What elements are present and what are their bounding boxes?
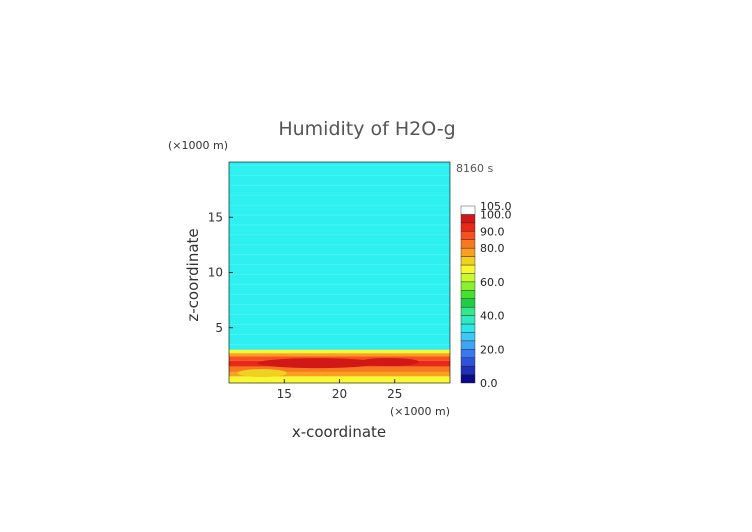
humidity-lower-patch <box>237 369 288 378</box>
colorbar-swatch <box>460 315 476 325</box>
y-tick-label: 10 <box>208 266 223 280</box>
colorbar-swatch <box>460 332 476 342</box>
x-tick-label: 15 <box>277 387 292 401</box>
y-unit-label: (×1000 m) <box>168 139 228 152</box>
colorbar-swatch <box>460 256 476 266</box>
x-tick-label: 20 <box>332 387 347 401</box>
x-tick-label: 25 <box>387 387 402 401</box>
colorbar-swatch <box>460 281 476 291</box>
colorbar-swatch <box>460 247 476 257</box>
x-unit-label: (×1000 m) <box>390 405 450 418</box>
colorbar-label: 80.0 <box>480 242 505 255</box>
boundary-layer-band <box>229 349 450 354</box>
humidity-max-core <box>257 358 378 369</box>
colorbar-swatch <box>460 365 476 375</box>
boundary-layer-band <box>229 371 450 377</box>
humidity-max-core <box>359 358 420 367</box>
y-tick-label: 5 <box>215 321 223 335</box>
colorbar-swatch <box>460 273 476 283</box>
colorbar-label: 20.0 <box>480 343 505 356</box>
time-label: 8160 s <box>456 162 493 175</box>
colorbar-swatch <box>460 231 476 240</box>
colorbar-swatch <box>460 205 476 215</box>
colorbar-label: 40.0 <box>480 310 505 323</box>
colorbar-label: 90.0 <box>480 225 505 238</box>
colorbar-swatch <box>460 222 476 232</box>
y-tick-label: 15 <box>208 210 223 224</box>
colorbar-swatch <box>460 239 476 249</box>
boundary-layer-band <box>229 366 450 372</box>
colorbar-swatch <box>460 349 476 358</box>
heatmap-plot <box>228 161 451 384</box>
chart-title: Humidity of H2O-g <box>278 118 455 140</box>
colorbar-label: 105.0 <box>480 200 512 213</box>
colorbar-swatch <box>460 357 476 367</box>
colorbar-swatch <box>460 374 476 384</box>
y-axis-ticks: 5 10 15 <box>208 210 233 335</box>
colorbar-swatch <box>460 306 476 316</box>
boundary-layer-band <box>229 353 450 357</box>
colorbar-swatch <box>460 290 476 299</box>
y-axis-label: z-coordinate <box>184 228 202 321</box>
colorbar-swatch <box>460 340 476 350</box>
colorbar-swatch <box>460 264 476 274</box>
colorbar-swatch <box>460 214 476 224</box>
upper-humid-region <box>229 162 450 350</box>
colorbar-swatch <box>460 323 476 333</box>
x-axis-ticks: 15 20 25 <box>277 379 402 401</box>
colorbar-swatch <box>460 298 476 308</box>
x-axis-label: x-coordinate <box>292 423 386 441</box>
colorbar-label: 60.0 <box>480 276 505 289</box>
colorbar-label: 0.0 <box>480 377 498 390</box>
colorbar-label: 100.0 <box>480 208 512 221</box>
